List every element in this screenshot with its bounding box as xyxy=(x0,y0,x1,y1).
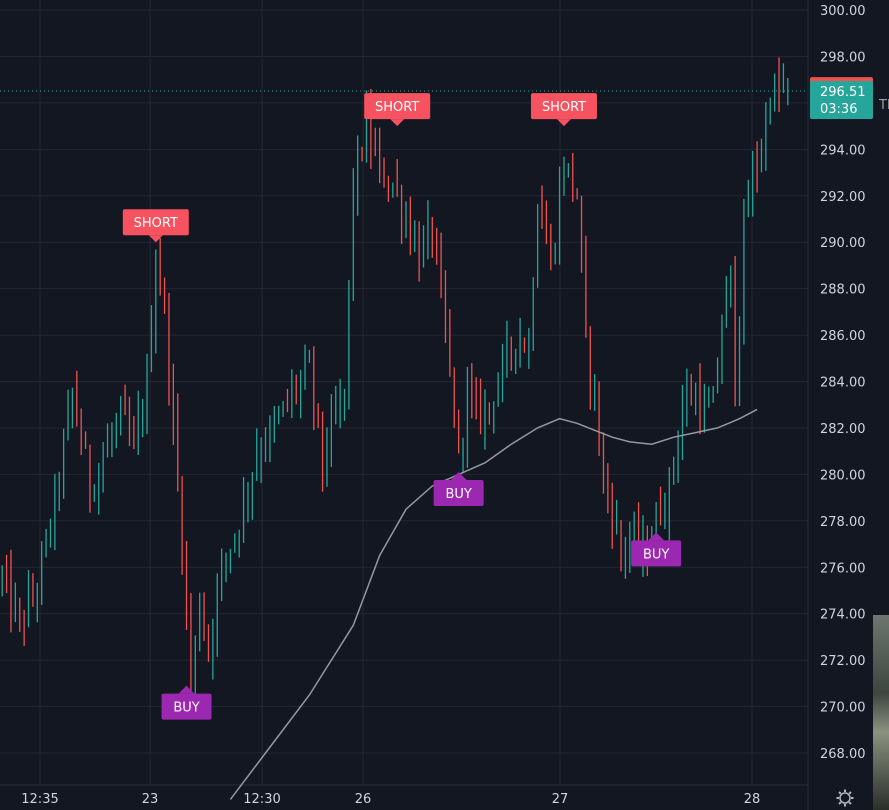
y-tick-label: 292.00 xyxy=(820,190,866,205)
y-tick-label: 284.00 xyxy=(820,376,866,391)
short-signal-label: SHORT xyxy=(134,216,178,231)
y-tick-label: 288.00 xyxy=(820,283,866,298)
y-tick-label: 278.00 xyxy=(820,515,866,530)
y-tick-label: 270.00 xyxy=(820,701,866,716)
y-tick-label: 276.00 xyxy=(820,561,866,576)
y-tick-label: 272.00 xyxy=(820,654,866,669)
buy-signal[interactable]: BUY xyxy=(161,685,212,720)
y-tick-label: 290.00 xyxy=(820,236,866,251)
buy-signal-label: BUY xyxy=(445,487,471,502)
x-tick-label: 12:30 xyxy=(243,792,280,807)
gear-icon[interactable] xyxy=(836,789,854,807)
buy-signal[interactable]: BUY xyxy=(433,472,484,507)
y-tick-label: 274.00 xyxy=(820,608,866,623)
x-tick-label: 23 xyxy=(142,792,159,807)
y-tick-label: 268.00 xyxy=(820,747,866,762)
x-tick-label: 27 xyxy=(552,792,569,807)
y-tick-label: 280.00 xyxy=(820,468,866,483)
buy-signal-pointer xyxy=(450,472,467,481)
x-tick-label: 12:35 xyxy=(21,792,58,807)
short-signal[interactable]: SHORT xyxy=(122,209,189,243)
price-tag-green xyxy=(810,81,873,120)
short-signal[interactable]: SHORT xyxy=(530,93,597,127)
y-tick-label: 300.00 xyxy=(820,4,866,19)
x-tick-label: 28 xyxy=(744,792,761,807)
short-signal-box xyxy=(530,93,597,120)
moving-average-line xyxy=(229,408,758,800)
short-signal-box xyxy=(122,209,189,236)
short-signal[interactable]: SHORT xyxy=(364,93,431,127)
edge-text-fragment: Th xyxy=(879,98,889,113)
buy-signal-box xyxy=(161,693,212,720)
short-signal-pointer xyxy=(556,119,571,127)
short-signal-label: SHORT xyxy=(375,100,419,115)
x-tick-label: 26 xyxy=(355,792,372,807)
candles-group xyxy=(1,57,789,714)
short-signal-pointer xyxy=(390,119,405,127)
buy-signal-label: BUY xyxy=(643,547,669,562)
countdown-label: 03:36 xyxy=(820,102,857,117)
short-signal-box xyxy=(364,93,431,120)
y-tick-label: 282.00 xyxy=(820,422,866,437)
buy-signal-pointer xyxy=(178,685,195,694)
y-tick-label: 294.00 xyxy=(820,143,866,158)
price-tag-green-label: 296.51 xyxy=(820,85,866,100)
y-tick-label: 298.00 xyxy=(820,50,866,65)
y-tick-label: 286.00 xyxy=(820,329,866,344)
corner-thumbnail xyxy=(873,615,889,810)
buy-signal-pointer xyxy=(648,532,665,541)
buy-signal-box xyxy=(433,480,484,507)
buy-signal[interactable]: BUY xyxy=(631,532,682,567)
short-signal-label: SHORT xyxy=(542,100,586,115)
short-signal-pointer xyxy=(148,235,163,243)
buy-signal-label: BUY xyxy=(173,701,199,716)
buy-signal-box xyxy=(631,540,682,567)
